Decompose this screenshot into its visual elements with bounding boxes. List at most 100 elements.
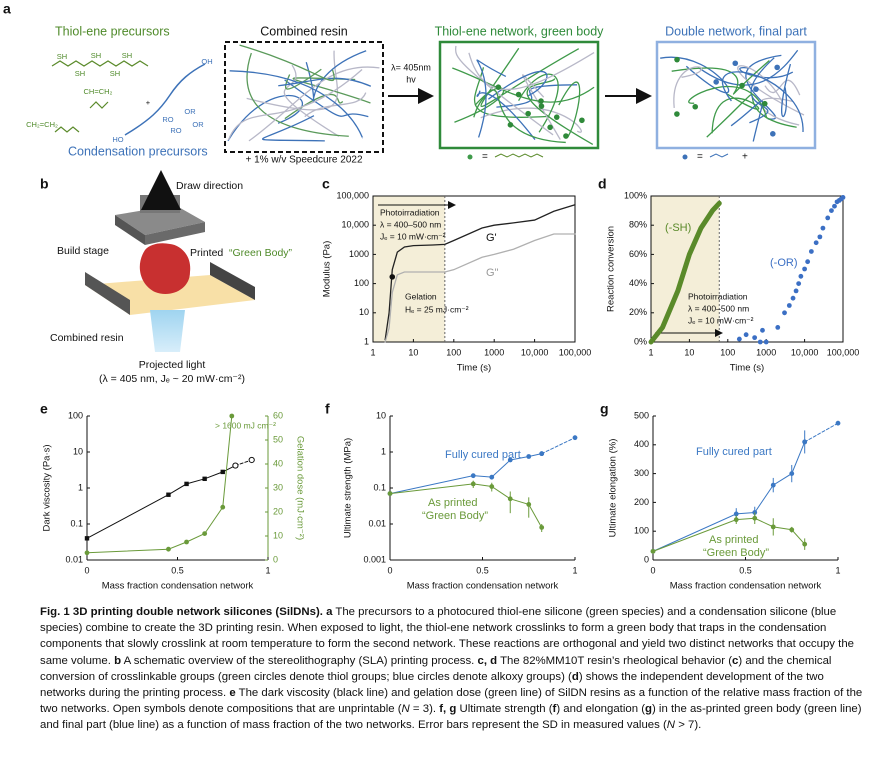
marker — [229, 413, 235, 419]
marker — [802, 266, 807, 272]
series-line — [541, 437, 576, 455]
y2-tick-label: 20 — [273, 506, 283, 516]
marker — [489, 484, 495, 489]
network-strand — [229, 70, 364, 139]
caption-run: A schematic overview of the stereolithog… — [121, 654, 478, 667]
series-line — [652, 517, 806, 552]
panel-a-art — [51, 40, 817, 160]
marker — [166, 546, 171, 552]
chem-label: CH=CH₂ — [84, 87, 113, 96]
label: Printed — [190, 247, 223, 259]
x-axis-label: Mass fraction condensation network — [102, 581, 254, 592]
x-tick-label: 1 — [648, 347, 653, 357]
network-strand — [227, 68, 363, 141]
network-strand — [722, 71, 804, 133]
caption-run: e — [229, 687, 236, 700]
x-tick-label: 1 — [370, 347, 375, 357]
marker — [202, 476, 207, 482]
y-axis-label: Modulus (Pa) — [322, 241, 333, 298]
network-strand — [283, 64, 340, 137]
y-tick-label: 500 — [634, 410, 649, 420]
chem-label: SH — [75, 69, 85, 78]
marker — [802, 439, 808, 445]
caption-run: Fig. 1 3D printing double network silico… — [40, 606, 323, 618]
y-tick-label: 100 — [68, 410, 83, 420]
marker — [775, 325, 781, 330]
y2-tick-label: 50 — [273, 434, 283, 444]
caption-run: c — [732, 654, 739, 667]
marker — [793, 288, 799, 294]
chem-label: SH — [122, 51, 132, 60]
series-label: G" — [486, 267, 499, 279]
x-axis-label: Mass fraction condensation network — [670, 581, 822, 592]
y-tick-label: 100 — [634, 526, 649, 536]
caption-run: ) in the as-printed green body (green li… — [40, 703, 862, 732]
y-tick-label: 10 — [376, 410, 386, 420]
caption-run: c, d — [477, 654, 498, 667]
x-tick-label: 0 — [650, 565, 655, 575]
label: (λ = 405 nm, Jₑ ~ 20 mW·cm⁻²) — [99, 373, 245, 385]
marker — [752, 335, 758, 341]
caption-run: ) shows the independent development of t… — [40, 670, 824, 700]
x-tick-label: 1000 — [756, 347, 776, 357]
x-tick-label: 0.5 — [739, 565, 752, 575]
caption-run: The precursors to a photocured thiol-ene… — [40, 606, 854, 667]
series-label: (-OR) — [770, 257, 798, 269]
network-strand — [488, 70, 548, 100]
network-strand — [454, 45, 554, 136]
marker — [507, 457, 513, 463]
y-tick-label: 0.1 — [373, 482, 386, 492]
key-dot — [682, 154, 688, 160]
caption-run: The dark viscosity (black line) and gela… — [40, 687, 863, 716]
crosslink — [674, 111, 680, 117]
series-label: Fully cured part — [445, 449, 521, 461]
light-beam — [150, 310, 185, 352]
marker — [220, 469, 225, 475]
y-tick-label: 1 — [78, 482, 83, 492]
network-strand — [688, 86, 768, 119]
x-tick-label: 100,000 — [827, 347, 860, 357]
y-tick-label: 1 — [364, 336, 369, 346]
caption-run: d — [571, 670, 579, 683]
annotation: Jₑ = 10 mW·cm⁻² — [688, 315, 754, 325]
vinyl-chain — [54, 126, 80, 133]
chem-label: RO — [162, 115, 173, 124]
y-axis-label: Ultimate strength (MPa) — [343, 438, 354, 538]
network-strand — [474, 89, 566, 144]
caption-run: Ultimate strength ( — [456, 703, 553, 716]
note: + 1% w/v Speedcure 2022 — [245, 155, 362, 166]
y-tick-label: 20% — [629, 307, 647, 317]
plot-frame — [650, 195, 844, 343]
marker — [798, 273, 804, 279]
key: = — [697, 152, 703, 163]
x-tick-label: 100 — [720, 347, 735, 357]
x-axis-label: Time (s) — [730, 363, 764, 374]
marker — [782, 310, 787, 316]
marker — [743, 332, 749, 338]
y-tick-label: 10 — [359, 307, 369, 317]
network-strand — [262, 115, 325, 142]
network-strand — [697, 49, 799, 86]
y2-tick-label: 60 — [273, 410, 283, 420]
marker — [802, 541, 808, 547]
series-line — [648, 200, 722, 345]
marker — [650, 548, 656, 554]
marker — [733, 517, 739, 523]
marker — [507, 496, 513, 502]
key-chain — [709, 153, 729, 158]
marker — [526, 454, 532, 459]
stage-mount — [140, 195, 180, 213]
network-strand — [737, 65, 805, 116]
marker — [829, 208, 834, 214]
condensation-chain — [124, 63, 206, 136]
network-strand — [304, 92, 367, 118]
y-tick-label: 10,000 — [341, 220, 369, 230]
marker — [526, 502, 532, 507]
network-strand — [496, 84, 578, 108]
caption-run: = 3). — [409, 703, 440, 716]
crosslink — [525, 110, 531, 117]
crosslink — [692, 103, 699, 110]
x-tick-label: 1 — [265, 565, 270, 575]
marker — [763, 339, 769, 345]
network-strand — [468, 51, 595, 90]
